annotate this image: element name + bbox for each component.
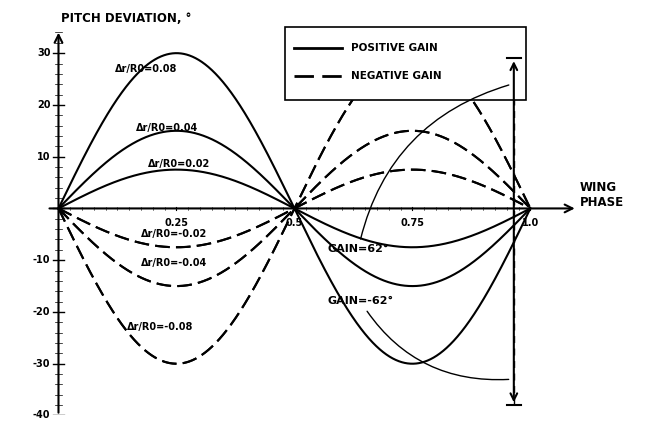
FancyBboxPatch shape <box>285 27 526 100</box>
Text: PITCH DEVIATION, °: PITCH DEVIATION, ° <box>61 11 191 25</box>
Text: GAIN=-62°: GAIN=-62° <box>327 296 509 380</box>
Text: 1.0: 1.0 <box>522 218 539 228</box>
Text: Δr/R0=-0.08: Δr/R0=-0.08 <box>127 323 193 332</box>
Text: -40: -40 <box>33 411 51 420</box>
Text: Δr/R0=0.04: Δr/R0=0.04 <box>136 123 199 133</box>
Text: Δr/R0=-0.02: Δr/R0=-0.02 <box>141 229 207 239</box>
Text: Δr/R0=0.08: Δr/R0=0.08 <box>115 64 177 74</box>
Text: -10: -10 <box>33 255 51 265</box>
Text: -30: -30 <box>33 359 51 369</box>
Text: NEGATIVE GAIN: NEGATIVE GAIN <box>351 72 442 81</box>
Text: POSITIVE GAIN: POSITIVE GAIN <box>351 43 438 53</box>
Text: WING
PHASE: WING PHASE <box>580 182 624 210</box>
Text: 0.25: 0.25 <box>165 218 189 228</box>
Text: 30: 30 <box>37 48 51 58</box>
Text: Δr/R0=-0.04: Δr/R0=-0.04 <box>141 258 207 268</box>
Text: 0.75: 0.75 <box>400 218 424 228</box>
Text: 10: 10 <box>37 152 51 162</box>
Text: -20: -20 <box>33 307 51 317</box>
Text: Δr/R0=0.02: Δr/R0=0.02 <box>148 160 210 169</box>
Text: 20: 20 <box>37 100 51 110</box>
Text: GAIN=62°: GAIN=62° <box>327 85 509 255</box>
Text: 0.5: 0.5 <box>285 218 303 228</box>
